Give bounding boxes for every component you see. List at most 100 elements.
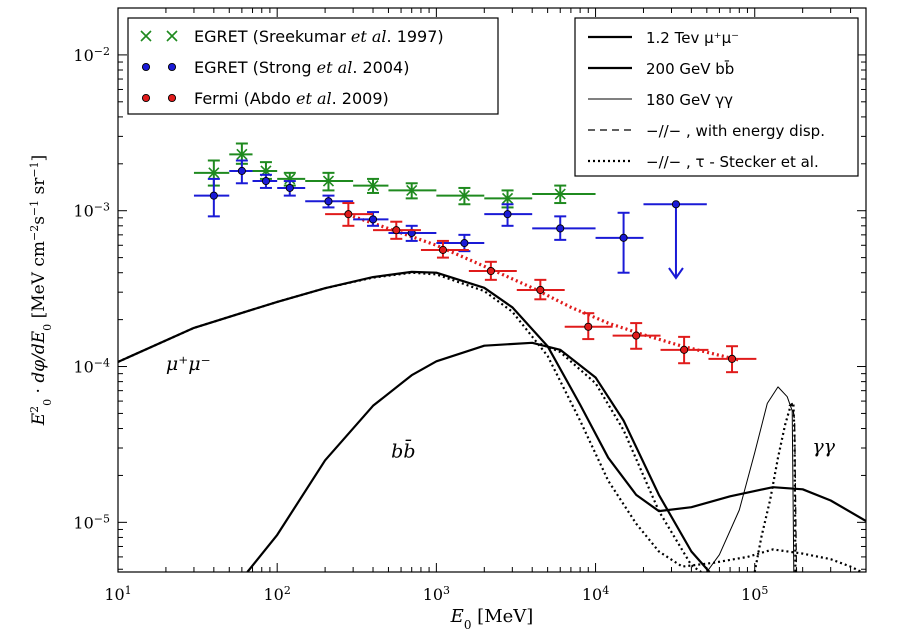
data-point-2-2 (420, 239, 469, 259)
legend-data-label: EGRET (Strong et al. 2004) (194, 58, 409, 77)
data-point-0-9 (532, 184, 596, 205)
axis-ticks: 101 102 103 104 105 10−5 10−4 10−3 10−2 (73, 7, 867, 605)
legend-marker-x (166, 30, 178, 42)
marker-dot (671, 200, 681, 209)
legend-models: 1.2 Tev μ⁺μ⁻ 200 GeV bb̄ 180 GeV γγ −//− , … (574, 17, 859, 177)
legend-data-item-1: EGRET (Strong et al. 2004) (141, 58, 409, 77)
data-point-0-1 (229, 142, 253, 165)
y-tick-label-3: 10−2 (73, 44, 110, 65)
legend-model-label: −//− , τ - Stecker et al. (646, 153, 819, 171)
curve-annotation-2: γγ (812, 436, 835, 458)
x-tick-label-3: 104 (582, 584, 609, 605)
marker-dot (556, 224, 565, 233)
marker-dot (438, 245, 448, 254)
marker-dot (285, 183, 294, 192)
model-curve-0 (118, 270, 866, 522)
marker-dot (536, 285, 545, 295)
marker-dot (460, 239, 469, 248)
data-point-1-4 (305, 194, 354, 209)
marker-dot (486, 266, 495, 276)
legend-model-label: 200 GeV bb̄ (646, 59, 734, 78)
legend-model-label: 1.2 Tev μ⁺μ⁻ (646, 29, 739, 47)
marker-x (458, 190, 470, 202)
legend-models-box (574, 17, 859, 177)
data-point-0-2 (252, 161, 278, 180)
data-point-2-3 (468, 260, 517, 281)
data-point-1-10 (595, 211, 644, 274)
legend-data-label: Fermi (Abdo et al. 2009) (194, 89, 389, 108)
marker-dot (584, 322, 593, 331)
upper-limit-arrow-head (668, 267, 684, 280)
model-curves (118, 214, 866, 572)
marker-dot (324, 197, 333, 206)
plot-frame (117, 7, 867, 573)
marker-x (367, 180, 379, 192)
legend-data: EGRET (Sreekumar et al. 1997) EGRET (Stro… (127, 17, 499, 115)
curve-annotation-1: bb̄ (391, 439, 415, 463)
marker-dot (727, 354, 737, 363)
data-point-1-5 (353, 211, 389, 227)
legend-data-item-0: EGRET (Sreekumar et al. 1997) (140, 27, 444, 46)
legend-model-item-1: 200 GeV bb̄ (588, 59, 734, 78)
legend-model-item-2: 180 GeV γγ (588, 91, 733, 109)
legend-marker-dot (141, 93, 151, 103)
y-tick-label-2: 10−3 (73, 200, 110, 221)
annotations: μ⁺μ⁻ bb̄ γγ (166, 353, 836, 463)
marker-x (284, 173, 296, 185)
x-axis-label: E0 [MeV] (450, 606, 534, 632)
model-curve-1 (246, 341, 711, 572)
legend-data-item-2: Fermi (Abdo et al. 2009) (141, 89, 389, 108)
legend-data-box (127, 17, 499, 115)
y-axis-label: E20 · dφ/dE0 [MeV cm−2s−1 sr−1] (28, 155, 54, 427)
data-point-1-3 (277, 180, 306, 197)
x-tick-label-2: 103 (423, 584, 450, 605)
legend-marker-dot (167, 93, 177, 103)
marker-dot (619, 233, 628, 242)
data-point-1-2 (252, 173, 278, 189)
marker-dot (344, 210, 353, 219)
marker-dot (209, 191, 218, 200)
curve-annotation-0: μ⁺μ⁻ (166, 353, 211, 375)
data-point-2-6 (612, 322, 661, 350)
marker-x (501, 192, 514, 204)
legend-data-label: EGRET (Sreekumar et al. 1997) (194, 27, 444, 46)
marker-x (406, 184, 418, 196)
marker-x (554, 188, 566, 200)
marker-dot (261, 177, 270, 186)
marker-x (208, 167, 220, 179)
legend-marker-dot (167, 62, 177, 72)
data-point-2-5 (564, 312, 613, 341)
data-point-0-0 (193, 159, 230, 187)
data-point-2-7 (660, 335, 709, 365)
model-curve-4 (118, 271, 863, 572)
data-series (193, 142, 757, 374)
data-point-1-8 (484, 203, 533, 227)
data-point-2-1 (373, 220, 421, 240)
data-point-0-4 (305, 171, 354, 192)
x-tick-label-1: 102 (264, 584, 291, 605)
y-tick-label-0: 10−5 (73, 512, 110, 533)
data-point-1-7 (436, 233, 485, 253)
x-tick-label-0: 101 (104, 584, 131, 605)
legend-model-item-4: −//− , τ - Stecker et al. (588, 153, 819, 171)
marker-dot (392, 226, 401, 235)
model-curve-5 (539, 342, 702, 572)
data-point-1-1 (229, 159, 253, 185)
data-point-2-0 (325, 202, 374, 227)
x-tick-label-4: 105 (741, 584, 768, 605)
legend-model-label: 180 GeV γγ (646, 91, 733, 109)
legend-marker-x (140, 30, 152, 42)
data-point-1-0 (193, 177, 230, 218)
data-point-0-8 (484, 189, 533, 209)
data-point-2-8 (708, 345, 757, 374)
y-tick-label-1: 10−4 (73, 356, 110, 377)
legend-model-label: −//− , with energy disp. (646, 122, 825, 140)
model-curve-7 (352, 214, 740, 362)
marker-dot (680, 345, 689, 354)
data-point-1-11 (643, 200, 707, 280)
data-point-0-5 (353, 177, 389, 194)
model-curve-2 (706, 386, 795, 572)
data-point-1-9 (532, 215, 596, 241)
marker-dot (503, 210, 512, 219)
data-point-2-4 (516, 278, 565, 301)
